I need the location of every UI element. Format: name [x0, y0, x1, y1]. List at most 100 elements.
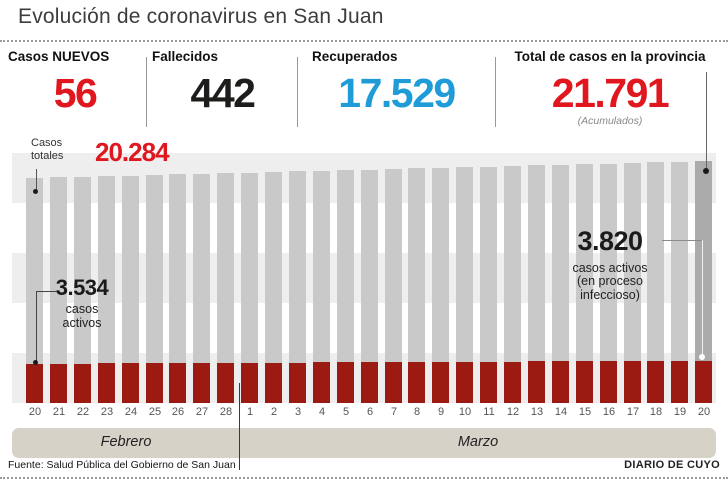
stat-casos-nuevos-value: 56 — [53, 70, 98, 116]
month-label-febrero: Febrero — [100, 434, 152, 450]
active-bar — [480, 362, 497, 403]
date-label: 7 — [390, 406, 398, 418]
last-active-caption: casos activos — [572, 261, 648, 275]
callout-line — [662, 240, 702, 241]
stat-fallecidos: Fallecidos 442 — [150, 49, 295, 114]
date-label: 9 — [437, 406, 445, 418]
date-label: 6 — [366, 406, 374, 418]
total-bar — [337, 170, 354, 403]
active-bar — [528, 361, 545, 403]
total-bar — [289, 171, 306, 403]
active-bar — [169, 363, 186, 403]
total-bar — [647, 162, 664, 403]
first-active-value: 3.534 — [55, 275, 109, 300]
stat-casos-nuevos: Casos NUEVOS 56 — [6, 49, 144, 114]
total-bar — [671, 162, 688, 403]
stat-divider — [495, 57, 496, 127]
total-bar — [361, 170, 378, 403]
active-bar — [241, 363, 258, 403]
callout-dot — [33, 189, 38, 194]
active-bar — [122, 363, 139, 403]
callout-line — [702, 240, 703, 356]
active-bar — [50, 364, 67, 403]
stat-divider — [146, 57, 147, 127]
active-bar — [217, 363, 234, 403]
date-label: 10 — [458, 406, 472, 418]
date-label: 8 — [413, 406, 421, 418]
date-label: 21 — [52, 406, 66, 418]
callout-line — [36, 169, 37, 190]
stat-recuperados-label: Recuperados — [312, 49, 398, 64]
active-bar — [408, 362, 425, 403]
stat-recuperados: Recuperados 17.529 — [300, 49, 493, 114]
stat-recuperados-value: 17.529 — [338, 70, 456, 116]
callout-dot — [33, 360, 38, 365]
month-label-marzo: Marzo — [457, 434, 499, 450]
stat-divider — [297, 57, 298, 127]
total-bar — [504, 166, 521, 403]
date-label: 19 — [673, 406, 687, 418]
date-label: 27 — [195, 406, 209, 418]
stat-total-provincia-label: Total de casos en la provincia — [514, 49, 706, 64]
total-bar — [432, 168, 449, 403]
date-label: 26 — [171, 406, 185, 418]
month-band — [12, 428, 716, 458]
month-divider-line — [239, 383, 240, 470]
date-label: 2 — [270, 406, 278, 418]
active-bar — [26, 364, 43, 403]
active-bar — [695, 361, 712, 403]
total-bar — [528, 165, 545, 403]
callout-dot-white — [699, 354, 705, 360]
date-label: 16 — [602, 406, 616, 418]
last-active-value: 3.820 — [577, 226, 643, 256]
total-bar — [26, 178, 43, 403]
total-connector-line — [706, 72, 707, 170]
active-bar — [504, 362, 521, 403]
stat-fallecidos-label: Fallecidos — [152, 49, 219, 64]
date-label: 1 — [246, 406, 254, 418]
total-bar — [313, 171, 330, 403]
first-active-caption: casos activos — [62, 302, 102, 331]
date-label: 28 — [219, 406, 233, 418]
total-bar — [50, 177, 67, 403]
total-bar — [456, 167, 473, 403]
active-bar — [576, 361, 593, 403]
active-bar — [385, 362, 402, 403]
stat-fallecidos-value: 442 — [190, 70, 256, 116]
date-label: 20 — [28, 406, 42, 418]
total-bar — [169, 174, 186, 403]
date-label: 13 — [530, 406, 544, 418]
publisher-brand: DIARIO DE CUYO — [624, 459, 720, 471]
total-bar — [193, 174, 210, 403]
casos-totales-label: Casos totales — [31, 137, 64, 162]
active-bar — [193, 363, 210, 403]
active-bar — [98, 363, 115, 403]
active-bar — [671, 361, 688, 403]
total-bar — [695, 161, 712, 403]
active-bar — [456, 362, 473, 403]
active-bar — [74, 364, 91, 403]
active-bar — [265, 363, 282, 403]
callout-line — [36, 291, 57, 292]
total-bar — [624, 163, 641, 403]
active-bar — [432, 362, 449, 403]
date-label: 12 — [506, 406, 520, 418]
total-bar — [241, 173, 258, 403]
total-bar — [480, 167, 497, 403]
date-label: 11 — [483, 406, 495, 418]
date-label: 17 — [626, 406, 640, 418]
stat-total-provincia-note: (Acumulados) — [577, 115, 643, 127]
total-bar — [552, 165, 569, 403]
total-bar — [265, 172, 282, 403]
dotted-divider-bottom — [0, 477, 728, 479]
callout-line — [36, 291, 37, 362]
total-bar — [385, 169, 402, 403]
total-bar — [600, 164, 617, 403]
active-bar — [337, 362, 354, 403]
date-label: 23 — [100, 406, 114, 418]
total-bar — [122, 176, 139, 403]
date-label: 14 — [554, 406, 568, 418]
date-label: 22 — [76, 406, 90, 418]
first-total-value: 20.284 — [95, 137, 170, 167]
date-label: 3 — [294, 406, 302, 418]
